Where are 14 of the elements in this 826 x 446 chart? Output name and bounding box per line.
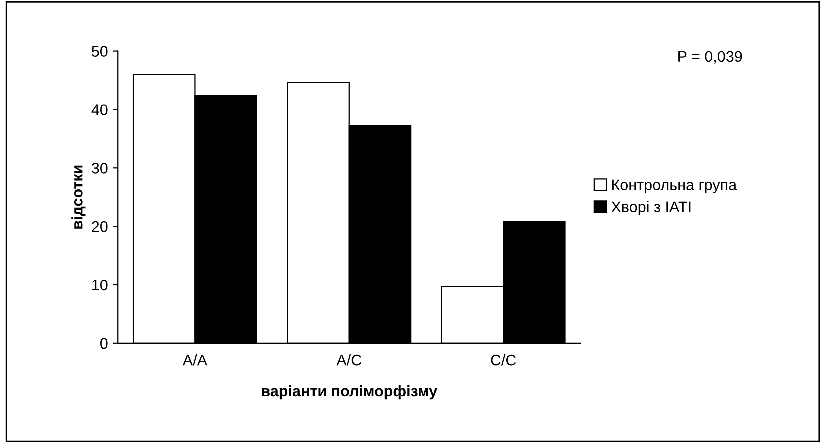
x-tick-label: A/A xyxy=(182,354,208,366)
y-tick-label: 50 xyxy=(92,46,108,57)
text: P = 0,039 xyxy=(678,51,742,64)
y-tick-label: 20 xyxy=(92,221,108,232)
y-axis-title: відсотки xyxy=(72,166,86,229)
y-tick-label: 40 xyxy=(92,104,108,116)
x-tick-label: C/C xyxy=(491,354,516,366)
y-tick-label: 0 xyxy=(100,338,108,350)
x-axis-title: варіанти поліморфізму xyxy=(262,385,438,400)
y-tick-label: 30 xyxy=(92,163,108,174)
legend-label: Контрольна група xyxy=(612,180,738,194)
y-tick-label: 10 xyxy=(92,280,108,291)
x-tick-label: A/C xyxy=(336,354,362,366)
legend-label: Хворі з ІАТІ xyxy=(612,201,691,216)
